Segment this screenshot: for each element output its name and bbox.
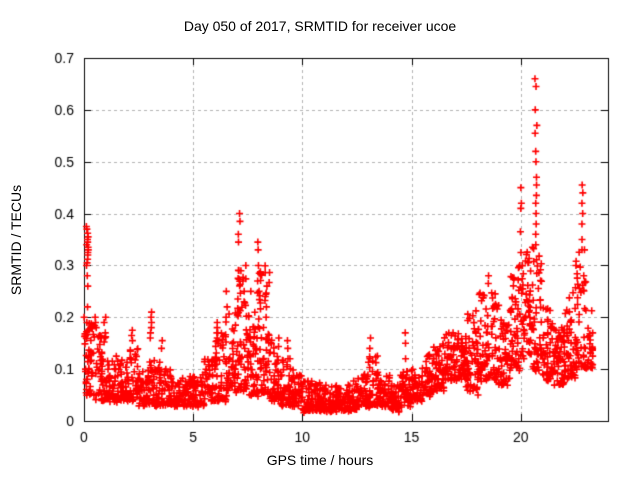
x-axis-label: GPS time / hours <box>266 452 374 468</box>
chart-title: Day 050 of 2017, SRMTID for receiver uco… <box>183 18 457 34</box>
y-axis-label: SRMTID / TECUs <box>8 184 24 296</box>
